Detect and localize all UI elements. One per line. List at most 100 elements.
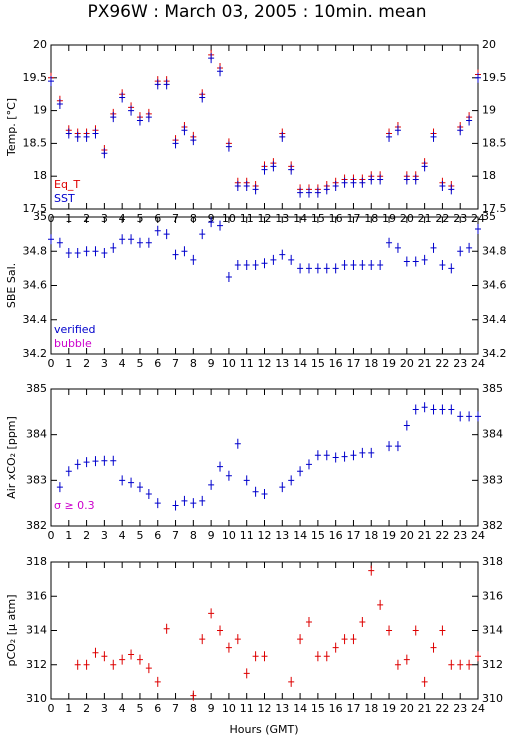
data-point	[65, 247, 72, 258]
data-point	[403, 256, 410, 267]
data-point	[154, 676, 161, 687]
data-point	[314, 651, 321, 662]
data-point	[217, 66, 224, 77]
data-point	[181, 495, 188, 506]
data-point	[359, 259, 366, 270]
x-tick-label: 8	[190, 357, 197, 370]
data-point	[332, 181, 339, 192]
data-point	[110, 659, 117, 670]
data-point	[297, 187, 304, 198]
x-tick-label: 0	[48, 529, 55, 542]
data-point	[475, 72, 481, 83]
x-tick-label: 22	[435, 357, 449, 370]
plot-frame	[50, 216, 479, 355]
x-tick-label: 15	[311, 702, 325, 715]
data-point	[457, 246, 464, 257]
data-point	[305, 187, 312, 198]
data-point	[341, 177, 348, 188]
data-point	[110, 455, 117, 466]
x-tick-label: 10	[222, 529, 236, 542]
data-point	[119, 92, 126, 103]
data-point	[430, 404, 437, 415]
x-tick-label: 14	[293, 357, 307, 370]
x-tick-label: 9	[208, 702, 215, 715]
x-tick-label: 20	[400, 702, 414, 715]
data-point	[208, 608, 215, 619]
data-point	[270, 161, 277, 172]
y-tick-label: 384	[482, 428, 503, 441]
data-point	[234, 259, 241, 270]
y-axis-label: pCO₂ [μ atm]	[5, 594, 18, 666]
data-point	[243, 475, 250, 486]
data-point	[430, 242, 437, 253]
data-point	[252, 259, 259, 270]
x-tick-label: 0	[48, 702, 55, 715]
plot-frame	[50, 44, 479, 210]
data-point	[403, 654, 410, 665]
y-tick-label: 312	[482, 658, 503, 671]
data-point	[190, 135, 197, 146]
data-point	[305, 459, 312, 470]
y-tick-label: 34.4	[482, 313, 507, 326]
data-point	[323, 184, 330, 195]
data-point	[386, 131, 393, 142]
y-tick-label: 310	[482, 692, 503, 705]
data-point	[297, 466, 304, 477]
data-point	[466, 659, 473, 670]
x-tick-label: 18	[364, 357, 378, 370]
data-point	[359, 177, 366, 188]
data-point	[439, 404, 446, 415]
y-tick-label: 34.6	[23, 279, 48, 292]
data-point	[350, 450, 357, 461]
data-point	[332, 452, 339, 463]
x-tick-label: 24	[471, 357, 485, 370]
data-point	[412, 174, 419, 185]
data-point	[128, 477, 135, 488]
data-point	[341, 634, 348, 645]
x-axis-label: Hours (GMT)	[229, 723, 298, 736]
x-tick-label: 6	[154, 702, 161, 715]
data-point	[439, 259, 446, 270]
data-point	[261, 489, 268, 500]
data-point	[421, 402, 428, 413]
data-point	[199, 495, 206, 506]
data-point	[394, 242, 401, 253]
data-point	[323, 263, 330, 274]
data-point	[83, 659, 90, 670]
data-point	[92, 647, 99, 658]
y-tick-label: 314	[26, 624, 47, 637]
data-point	[448, 659, 455, 670]
y-tick-label: 35	[482, 210, 496, 223]
y-tick-label: 383	[26, 473, 47, 486]
y-tick-label: 19.5	[23, 71, 48, 84]
data-point	[83, 457, 90, 468]
data-point	[350, 259, 357, 270]
legend-entry: bubble	[54, 337, 92, 350]
data-point	[252, 184, 259, 195]
data-point	[154, 79, 161, 90]
x-tick-label: 2	[83, 702, 90, 715]
x-tick-label: 3	[101, 702, 108, 715]
y-tick-label: 34.8	[482, 244, 507, 257]
x-tick-label: 4	[119, 529, 126, 542]
data-point	[412, 256, 419, 267]
data-point	[243, 181, 250, 192]
data-point	[288, 475, 295, 486]
x-tick-label: 8	[190, 529, 197, 542]
y-axis-label: Temp. [°C]	[5, 98, 18, 157]
x-tick-label: 11	[240, 357, 254, 370]
x-tick-label: 24	[471, 529, 485, 542]
y-tick-label: 19.5	[482, 71, 507, 84]
data-point	[172, 138, 179, 149]
x-tick-label: 23	[453, 357, 467, 370]
y-tick-label: 34.4	[23, 313, 48, 326]
x-tick-label: 1	[65, 529, 72, 542]
data-point	[439, 625, 446, 636]
x-tick-label: 13	[275, 357, 289, 370]
data-point	[243, 259, 250, 270]
y-tick-label: 318	[26, 555, 47, 568]
data-point	[74, 659, 81, 670]
data-point	[208, 479, 215, 490]
data-point	[261, 651, 268, 662]
annotation: σ ≥ 0.3	[54, 499, 95, 512]
